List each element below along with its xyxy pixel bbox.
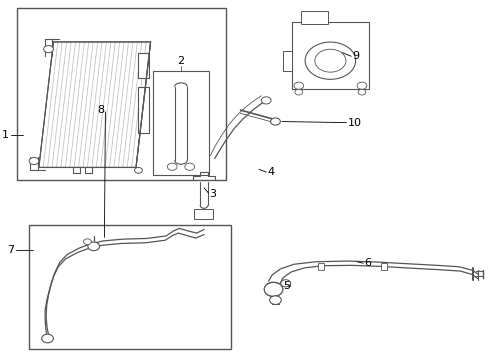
Circle shape (88, 242, 100, 251)
Circle shape (264, 283, 282, 296)
Text: 2: 2 (177, 56, 184, 66)
Circle shape (41, 334, 53, 343)
Text: 9: 9 (351, 51, 359, 61)
Bar (17, 8, 225, 180)
Text: 8: 8 (97, 105, 104, 115)
Bar (380, 263, 386, 270)
Text: 3: 3 (208, 189, 216, 199)
Bar (194, 209, 212, 220)
Circle shape (184, 163, 194, 170)
Circle shape (43, 45, 53, 53)
Circle shape (83, 239, 91, 244)
Circle shape (314, 49, 345, 72)
Bar (291, 22, 368, 89)
Circle shape (270, 118, 280, 125)
Text: 5: 5 (282, 281, 289, 291)
Circle shape (167, 163, 177, 170)
Circle shape (269, 296, 281, 305)
Circle shape (357, 89, 365, 95)
Bar (317, 263, 323, 270)
Text: 6: 6 (364, 258, 371, 268)
Circle shape (293, 82, 303, 89)
Text: 1: 1 (2, 130, 9, 140)
Bar (282, 51, 292, 71)
Circle shape (305, 42, 355, 79)
Bar (138, 87, 149, 134)
Bar (29, 225, 230, 348)
Circle shape (261, 97, 270, 104)
Circle shape (29, 157, 39, 165)
Text: 4: 4 (266, 167, 274, 177)
Circle shape (294, 89, 302, 95)
Text: 7: 7 (7, 245, 15, 255)
Bar (153, 71, 208, 175)
Circle shape (280, 280, 290, 287)
Bar (301, 12, 327, 24)
Circle shape (356, 82, 366, 89)
Bar (138, 53, 149, 78)
Circle shape (134, 167, 142, 173)
Text: 10: 10 (346, 118, 361, 128)
